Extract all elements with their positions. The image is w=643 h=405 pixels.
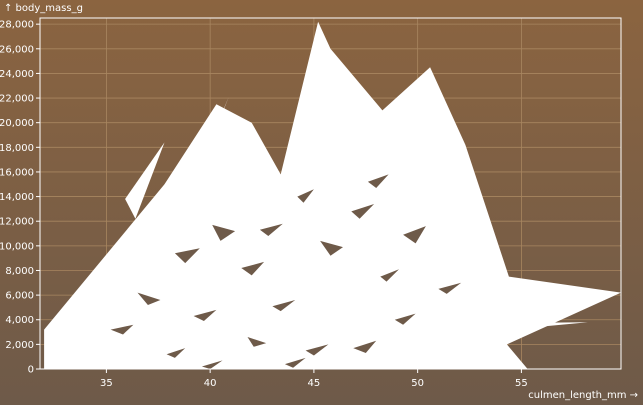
area-spike (316, 104, 352, 172)
area-gap (320, 240, 343, 256)
area-gap (247, 337, 267, 347)
area-spike (459, 316, 557, 324)
area-spike (392, 77, 418, 172)
area-spike (46, 321, 148, 339)
area-gap (201, 360, 223, 369)
area-spike (334, 322, 588, 339)
area-spike (347, 107, 372, 158)
area-gap (438, 282, 462, 294)
y-tick-label: 16,000 (0, 167, 34, 178)
y-tick-label: 22,000 (0, 94, 34, 105)
y-tick-label: 0 (28, 365, 34, 376)
y-tick-label: 18,000 (0, 143, 34, 154)
area-spike (187, 96, 229, 197)
area-spike (230, 176, 281, 197)
area-gap (367, 174, 389, 188)
area-gap (193, 309, 217, 321)
area-spike (152, 181, 182, 268)
area-gap (380, 269, 399, 282)
area-spike (291, 128, 325, 203)
x-tick-label: 55 (515, 378, 528, 389)
area-gap (403, 226, 426, 244)
x-tick-label: 35 (100, 378, 113, 389)
area-gap (394, 313, 416, 325)
area-gap (174, 248, 200, 264)
area-gap (297, 189, 314, 203)
area-gap (353, 340, 377, 353)
tick-labels: 0 2,000 4,000 6,000 8,000 10,000 12,000 14,000 1… (0, 20, 528, 389)
y-axis-label: ↑ body_mass_g (4, 3, 83, 14)
y-tick-label: 28,000 (0, 20, 34, 31)
area-spike (106, 272, 211, 288)
x-tick-label: 45 (308, 378, 321, 389)
area-gap (110, 324, 134, 335)
area-gap (351, 204, 375, 219)
area-gap (272, 300, 296, 312)
area-gap (241, 261, 265, 276)
area-spike (419, 149, 435, 216)
axes (39, 17, 622, 370)
y-tick-label: 2,000 (5, 340, 34, 351)
area-spike (127, 309, 356, 328)
y-tick-label: 14,000 (0, 192, 34, 203)
area-gap (284, 357, 306, 368)
x-tick-label: 40 (204, 378, 217, 389)
area-outline (44, 21, 622, 369)
area-gap (212, 224, 236, 241)
area-gap (259, 223, 283, 236)
area-gap (137, 292, 161, 305)
y-tick-label: 10,000 (0, 241, 34, 252)
y-tick-label: 24,000 (0, 69, 34, 80)
area-spike (214, 149, 233, 234)
y-tick-label: 4,000 (5, 315, 34, 326)
y-tick-label: 12,000 (0, 217, 34, 228)
plot-frame (39, 17, 622, 370)
x-tick-label: 50 (411, 378, 424, 389)
area-spike (125, 142, 165, 219)
y-tick-label: 8,000 (5, 266, 34, 277)
y-tick-label: 26,000 (0, 44, 34, 55)
y-tick-label: 6,000 (5, 291, 34, 302)
area-gap (166, 348, 186, 358)
area-marks (44, 21, 622, 369)
area-gap (305, 344, 329, 356)
y-tick-label: 20,000 (0, 118, 34, 129)
x-axis-label: culmen_length_mm → (528, 390, 638, 401)
